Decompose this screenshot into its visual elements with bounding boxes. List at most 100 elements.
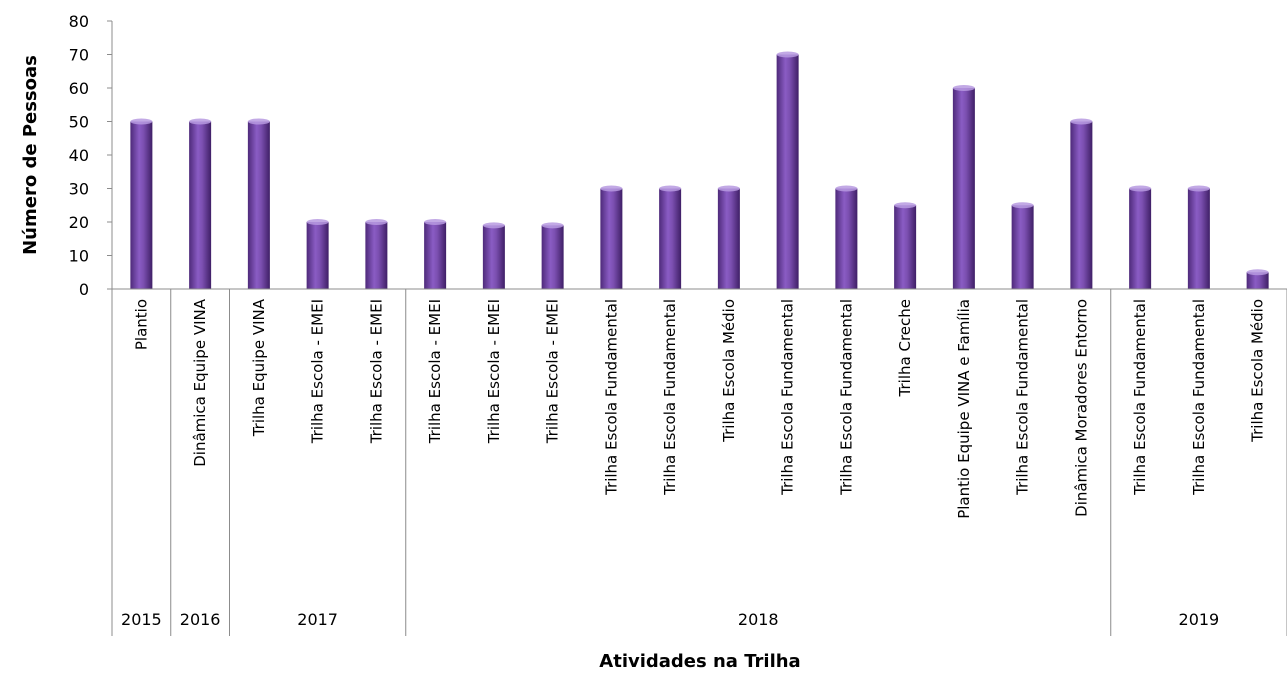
bar	[1187, 185, 1210, 289]
bar	[894, 202, 917, 289]
bar	[482, 222, 505, 289]
x-axis-title: Atividades na Trilha	[599, 651, 800, 672]
bar-cap	[659, 185, 682, 192]
x-tick-label: Trilha Escola Médio	[1249, 299, 1267, 443]
bar-body	[1011, 205, 1034, 289]
bar-body	[306, 222, 329, 289]
bar	[659, 185, 682, 289]
x-tick-label: Trilha Escola - EMEI	[485, 299, 503, 444]
year-group-label: 2018	[738, 610, 779, 629]
bar	[1246, 269, 1269, 289]
x-tick-label: Dinâmica Moradores Entorno	[1072, 299, 1090, 517]
x-tick-label: Trilha Escola Médio	[720, 299, 738, 443]
y-axis: 0 10 20 30 40 50 60 70 80	[69, 12, 113, 299]
bar-cap	[306, 219, 329, 225]
bar-cap	[1246, 269, 1269, 276]
bar	[600, 185, 623, 289]
bar-body	[835, 188, 858, 289]
x-tick-label: Dinâmica Equipe VINA	[191, 298, 209, 467]
y-tick-label: 40	[69, 146, 89, 165]
bar	[541, 222, 564, 289]
bar-cap	[1187, 185, 1210, 192]
bar-body	[189, 121, 212, 289]
bar-cap	[717, 185, 740, 192]
bar-body	[247, 121, 270, 289]
y-axis-title: Número de Pessoas	[20, 55, 41, 255]
bar-body	[952, 88, 975, 289]
x-tick-label: Trilha Escola Fundamental	[1131, 299, 1149, 496]
bar-body	[717, 188, 740, 289]
bar	[189, 118, 212, 289]
bar-cap	[365, 219, 388, 225]
bar-body	[1070, 121, 1093, 289]
year-group-label: 2016	[180, 610, 221, 629]
bar-cap	[247, 118, 270, 125]
bar	[247, 118, 270, 289]
x-tick-label: Trilha Escola Fundamental	[1190, 299, 1208, 496]
bar	[424, 219, 447, 289]
bar-cap	[1011, 202, 1034, 209]
bar-cap	[482, 222, 505, 229]
bar-cap	[541, 222, 564, 229]
x-tick-label: Trilha Escola - EMEI	[426, 299, 444, 444]
bar-body	[541, 225, 564, 289]
bar-body	[1246, 272, 1269, 289]
bar-cap	[952, 85, 975, 91]
x-axis: Plantio Dinâmica Equipe VINA Trilha Equipe…	[111, 288, 1287, 636]
bar-cap	[835, 185, 858, 192]
bar-cap	[130, 118, 153, 125]
x-tick-label: Trilha Escola Fundamental	[779, 299, 797, 496]
bar-body	[1187, 188, 1210, 289]
bar-cap	[1129, 185, 1152, 192]
year-group-label: 2017	[297, 610, 338, 629]
y-tick-label: 10	[69, 247, 89, 266]
x-tick-label: Plantio Equipe VINA e Família	[955, 299, 973, 519]
y-tick-label: 60	[69, 79, 89, 98]
bar-body	[600, 188, 623, 289]
bar	[130, 118, 153, 289]
bar-cap	[894, 202, 917, 209]
y-tick-label: 80	[69, 12, 89, 31]
year-group-label: 2015	[121, 610, 162, 629]
bar-body	[776, 54, 799, 289]
bar	[835, 185, 858, 289]
bar-body	[424, 222, 447, 289]
x-tick-label: Trilha Escola - EMEI	[309, 299, 327, 444]
bar	[306, 219, 329, 289]
x-tick-label: Trilha Escola Fundamental	[837, 299, 855, 496]
bar-cap	[189, 118, 212, 125]
bar-body	[482, 225, 505, 289]
bar-cap	[600, 185, 623, 192]
x-tick-label: Trilha Equipe VINA	[250, 298, 268, 437]
x-tick-label: Trilha Escola - EMEI	[544, 299, 562, 444]
y-tick-label: 70	[69, 46, 89, 65]
bar	[1129, 185, 1152, 289]
x-tick-label: Trilha Escola Fundamental	[661, 299, 679, 496]
bar	[365, 219, 388, 289]
y-tick-label: 30	[69, 180, 89, 199]
x-tick-label: Trilha Escola Fundamental	[602, 299, 620, 496]
bar-body	[894, 205, 917, 289]
bars	[130, 51, 1269, 289]
bar	[1011, 202, 1034, 289]
bar	[776, 51, 799, 289]
x-tick-label: Trilha Escola - EMEI	[367, 299, 385, 444]
bar	[717, 185, 740, 289]
bar-cap	[424, 219, 447, 225]
x-tick-label: Plantio	[132, 299, 150, 350]
x-tick-label: Trilha Escola Fundamental	[1014, 299, 1032, 496]
bar-cap	[1070, 118, 1093, 125]
bar-body	[130, 121, 153, 289]
y-tick-label: 20	[69, 213, 89, 232]
bar-body	[365, 222, 388, 289]
y-tick-label: 50	[69, 113, 89, 132]
year-group-label: 2019	[1179, 610, 1220, 629]
bar-body	[1129, 188, 1152, 289]
y-tick-label: 0	[79, 280, 89, 299]
bar-cap	[776, 51, 799, 58]
x-tick-label: Trilha Creche	[896, 299, 914, 397]
bar	[1070, 118, 1093, 289]
bar-body	[659, 188, 682, 289]
bar	[952, 85, 975, 289]
